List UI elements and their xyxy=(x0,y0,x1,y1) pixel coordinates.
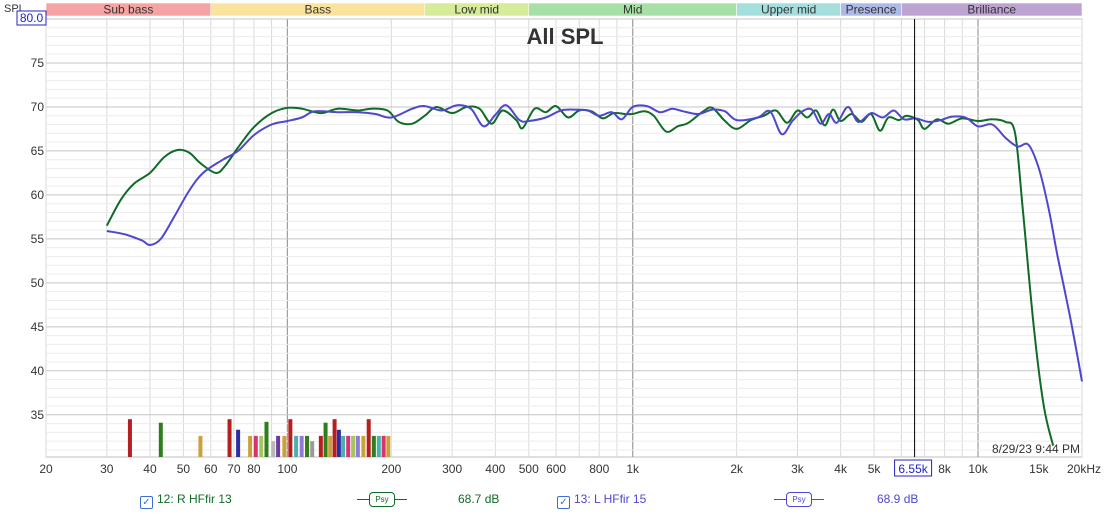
bottom-bar xyxy=(271,441,276,457)
bottom-bar xyxy=(310,441,315,457)
series-line-l xyxy=(106,104,1083,382)
band-label-2: Low mid xyxy=(454,3,499,17)
legend: ✓ 12: R HFfir 13 Psy 68.7 dB ✓ 13: L HFfir… xyxy=(0,490,1106,510)
x-tick-label: 15k xyxy=(1029,462,1049,476)
x-tick-label: 40 xyxy=(143,462,157,476)
x-tick-label: 200 xyxy=(381,462,401,476)
band-label-0: Sub bass xyxy=(103,3,153,17)
x-tick-label: 10k xyxy=(968,462,988,476)
y-tick-label: 50 xyxy=(31,276,45,290)
band-label-3: Mid xyxy=(623,3,642,17)
bottom-bar xyxy=(366,419,371,457)
readout-r: 68.7 dB xyxy=(458,492,500,506)
checkbox-icon[interactable]: ✓ xyxy=(557,496,570,509)
y-tick-label: 60 xyxy=(31,188,45,202)
y-top-value-box[interactable] xyxy=(16,10,47,26)
y-tick-label: 65 xyxy=(31,144,45,158)
x-tick-label: 20 xyxy=(39,462,53,476)
x-tick-label: 600 xyxy=(546,462,566,476)
checkbox-icon[interactable]: ✓ xyxy=(140,496,153,509)
band-label-5: Presence xyxy=(846,3,897,17)
y-tick-label: 70 xyxy=(31,100,45,114)
bottom-bar xyxy=(371,435,376,457)
bottom-bar xyxy=(318,435,323,457)
series-lines xyxy=(105,104,1083,446)
band-label-4: Upper mid xyxy=(761,3,816,17)
cursor-readout-box xyxy=(894,459,933,477)
legend-label-l: 13: L HFfir 15 xyxy=(574,492,647,506)
x-tick-label: 8k xyxy=(938,462,952,476)
bottom-bar xyxy=(248,435,253,457)
x-tick-label: 3k xyxy=(791,462,805,476)
bottom-bar xyxy=(158,422,163,457)
band-6 xyxy=(901,2,1083,17)
bottom-bar xyxy=(376,435,381,457)
cursor-readout: 6.55k xyxy=(898,462,928,476)
bottom-bar xyxy=(346,435,351,457)
bottom-bar xyxy=(381,435,386,457)
bottom-bar xyxy=(294,435,299,457)
bottom-bar xyxy=(227,419,232,457)
x-tick-label: 100 xyxy=(277,462,297,476)
bottom-bar xyxy=(341,435,346,457)
x-tick-label: 1k xyxy=(626,462,640,476)
y-tick-label: 55 xyxy=(31,232,45,246)
y-tick-label: 40 xyxy=(31,364,45,378)
bottom-bar xyxy=(355,435,360,457)
bottom-bar xyxy=(332,419,337,457)
bottom-bar xyxy=(386,435,391,457)
frequency-bands: Sub bass Bass Low mid Mid Upper mid Presence B… xyxy=(45,2,1083,17)
series-line-r xyxy=(105,105,1055,446)
plot-background xyxy=(45,18,1083,458)
bottom-bar xyxy=(361,435,366,457)
x-tick-label: 400 xyxy=(485,462,505,476)
x-tick-label: 80 xyxy=(247,462,261,476)
x-tick-label: 60 xyxy=(204,462,218,476)
bottom-bar xyxy=(253,435,258,457)
x-tick-label: 500 xyxy=(519,462,539,476)
x-tick-label: 300 xyxy=(442,462,462,476)
bottom-bar xyxy=(336,429,341,457)
legend-item-l[interactable]: ✓ 13: L HFfir 15 xyxy=(557,492,646,509)
x-tick-label: 20kHz xyxy=(1067,462,1101,476)
legend-item-r[interactable]: ✓ 12: R HFfir 13 xyxy=(140,492,232,509)
bottom-bar xyxy=(127,419,132,457)
bottom-bar xyxy=(276,435,281,457)
y-tick-label: 75 xyxy=(31,56,45,70)
bottom-bar xyxy=(259,435,264,457)
psy-badge-r: Psy xyxy=(369,492,395,507)
band-label-1: Bass xyxy=(304,3,331,17)
band-label-6: Brilliance xyxy=(967,3,1016,17)
bottom-bar xyxy=(198,435,203,457)
x-tick-label: 5k xyxy=(868,462,882,476)
y-tick-label: 35 xyxy=(31,408,45,422)
chart-title: All SPL xyxy=(526,24,603,49)
bottom-bar xyxy=(236,429,241,457)
x-tick-label: 70 xyxy=(227,462,241,476)
bottom-bar xyxy=(299,435,304,457)
bottom-bar xyxy=(351,435,356,457)
readout-l: 68.9 dB xyxy=(877,492,919,506)
y-tick-label: 45 xyxy=(31,320,45,334)
grid xyxy=(45,18,1083,457)
x-axis: 20 30 40 50 60 70 80 100 200 300 400 500 600 800 1k 2k 3… xyxy=(39,459,1101,477)
x-tick-label: 4k xyxy=(834,462,848,476)
x-tick-label: 2k xyxy=(730,462,744,476)
x-tick-label: 50 xyxy=(177,462,191,476)
legend-label-r: 12: R HFfir 13 xyxy=(157,492,232,506)
psy-badge-l: Psy xyxy=(786,492,812,507)
x-tick-label: 30 xyxy=(100,462,114,476)
bottom-bar xyxy=(323,422,328,457)
y-axis: 35 40 45 50 55 60 65 70 75 xyxy=(31,56,45,422)
bottom-bar xyxy=(282,435,287,457)
bottom-bar xyxy=(288,419,293,457)
bottom-bar-markers xyxy=(127,419,391,457)
bottom-bar xyxy=(305,435,310,457)
timestamp: 8/29/23 9:44 PM xyxy=(992,442,1080,456)
y-top-value: 80.0 xyxy=(20,11,44,25)
bottom-bar xyxy=(264,421,269,457)
x-tick-label: 800 xyxy=(589,462,609,476)
bottom-bar xyxy=(328,435,333,457)
